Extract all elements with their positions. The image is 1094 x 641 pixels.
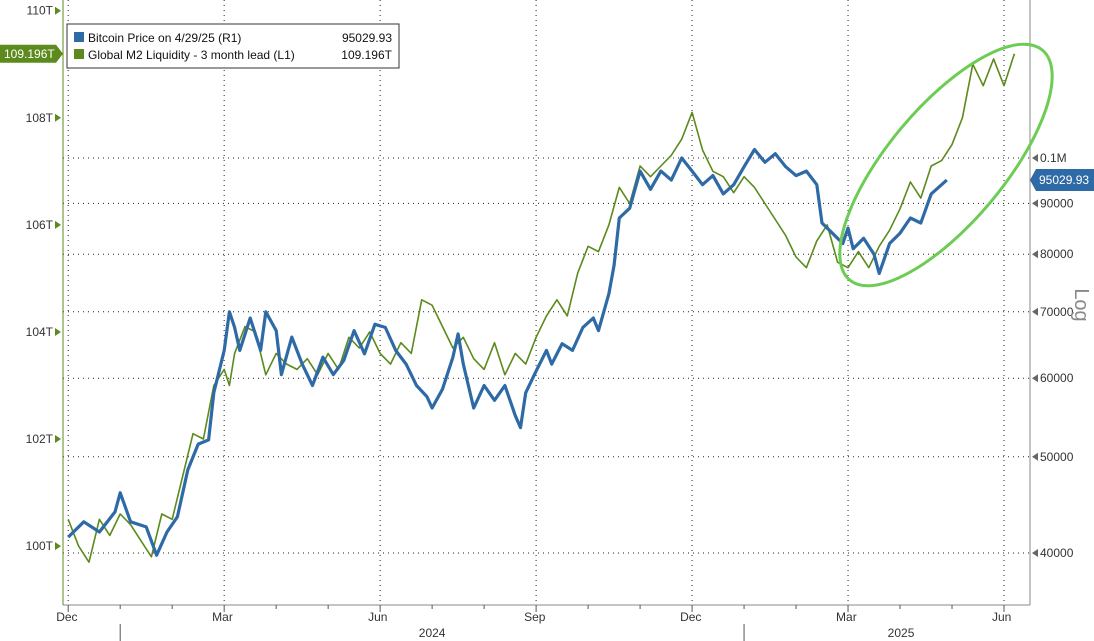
left-tick-label: 110T	[27, 4, 54, 18]
right-tick-label: 80000	[1040, 247, 1074, 261]
series-line-m2-liquidity	[67, 53, 1016, 564]
x-month-label: Dec	[680, 610, 701, 624]
series-layer	[67, 53, 1016, 564]
left-tick-label: 108T	[26, 111, 54, 125]
right-tick-label: 90000	[1040, 196, 1074, 210]
left-tick-marker	[55, 435, 61, 444]
right-tick-label: 60000	[1040, 371, 1074, 385]
right-tick-marker	[1032, 154, 1038, 162]
left-tick-label: 104T	[26, 325, 54, 339]
legend-value-m2: 109.196T	[341, 48, 392, 62]
right-current-tag-text: 95029.93	[1039, 173, 1089, 187]
left-tick-marker	[55, 6, 61, 15]
x-axis-ticks: Dec Mar Jun Sep Dec Mar Jun 2024 2025	[56, 605, 1011, 641]
x-month-label: Jun	[368, 610, 387, 624]
left-axis-ticks: 110T 108T 106T 104T 102T 100T	[26, 4, 61, 553]
legend-label-bitcoin: Bitcoin Price on 4/29/25 (R1)	[88, 31, 241, 45]
axes	[62, 0, 1031, 606]
series-line-bitcoin	[67, 147, 948, 557]
x-month-label: Jun	[992, 610, 1011, 624]
x-month-label: Dec	[56, 610, 77, 624]
right-axis-ticks: 0.1M 90000 80000 70000 60000 50000 40000	[1032, 151, 1074, 560]
right-current-tag: 95029.93	[1030, 168, 1094, 191]
left-tick-label: 106T	[26, 218, 54, 232]
x-year-label: 2025	[888, 626, 915, 640]
highlight-ellipse	[838, 42, 1054, 288]
right-tick-marker	[1032, 307, 1038, 316]
legend: Bitcoin Price on 4/29/25 (R1) 95029.93 G…	[66, 23, 400, 69]
legend-label-m2: Global M2 Liquidity - 3 month lead (L1)	[88, 48, 295, 62]
right-tick-marker	[1032, 452, 1038, 461]
right-current-tag-shape	[1030, 168, 1094, 191]
left-tick-marker	[55, 113, 61, 122]
left-tick-marker	[55, 542, 61, 551]
right-tick-label: 40000	[1040, 546, 1074, 560]
right-tick-label: 50000	[1040, 450, 1074, 464]
right-tick-marker	[1032, 250, 1038, 259]
gridlines	[63, 0, 1030, 605]
right-tick-marker	[1032, 374, 1038, 383]
left-tick-marker	[55, 220, 61, 229]
right-tick-label: 0.1M	[1040, 151, 1067, 165]
x-month-label: Mar	[836, 610, 857, 624]
legend-swatch-bitcoin	[74, 32, 84, 42]
left-current-tag: 109.196T	[0, 44, 63, 63]
legend-swatch-m2	[74, 49, 84, 59]
x-month-label: Mar	[212, 610, 233, 624]
log-scale-label: Log	[1070, 288, 1092, 321]
left-current-tag-shape	[0, 44, 63, 63]
left-tick-marker	[55, 327, 61, 336]
right-tick-marker	[1032, 199, 1038, 208]
left-current-tag-text: 109.196T	[4, 47, 55, 61]
right-tick-marker	[1032, 549, 1038, 557]
x-month-label: Sep	[524, 610, 546, 624]
left-tick-label: 100T	[26, 539, 54, 553]
right-tick-label: 70000	[1040, 305, 1074, 319]
x-year-label: 2024	[419, 626, 446, 640]
legend-box	[66, 23, 400, 69]
legend-value-bitcoin: 95029.93	[342, 31, 392, 45]
left-tick-label: 102T	[26, 432, 54, 446]
